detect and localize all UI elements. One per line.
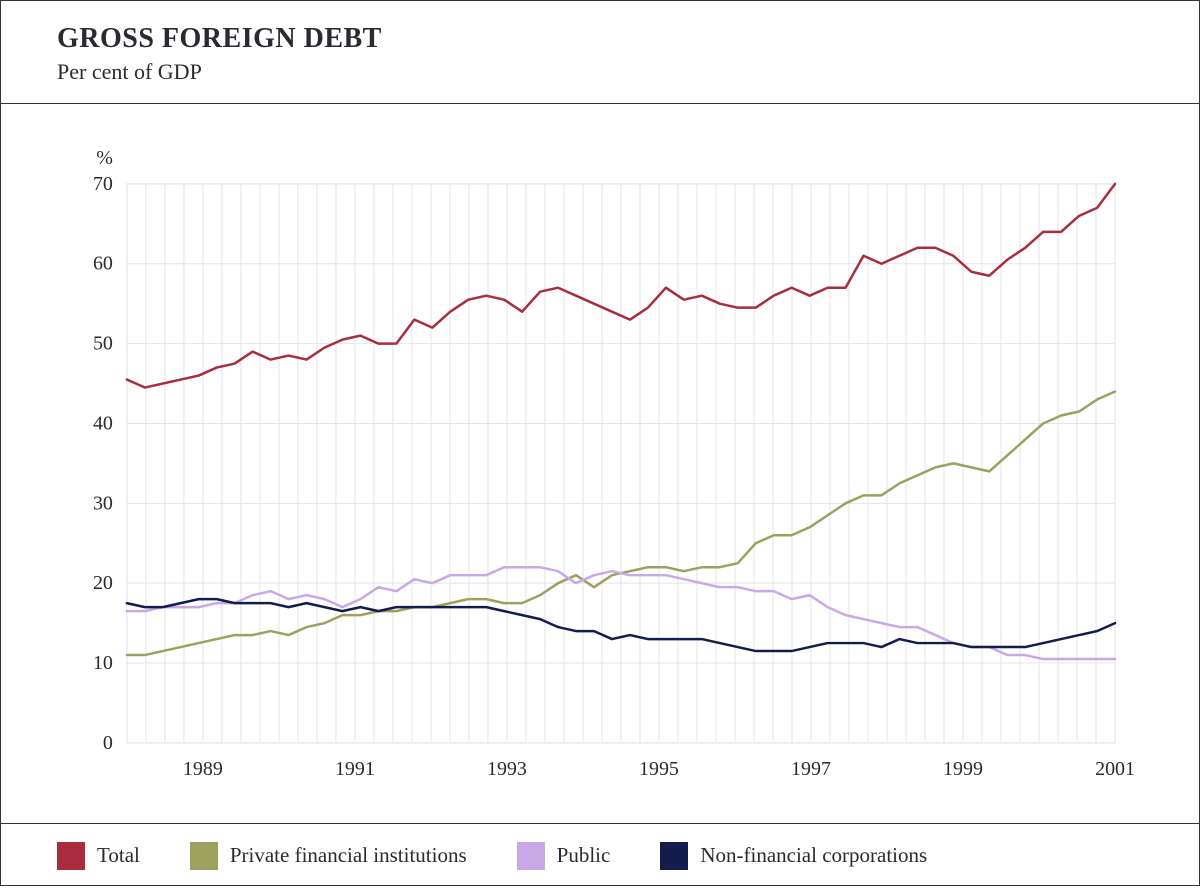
legend-item-total: Total: [57, 842, 140, 870]
legend-label: Public: [557, 843, 611, 868]
legend-label: Private financial institutions: [230, 843, 467, 868]
chart-title: GROSS FOREIGN DEBT: [57, 23, 1143, 55]
svg-text:1995: 1995: [639, 758, 679, 780]
svg-text:40: 40: [93, 412, 113, 434]
legend-swatch: [517, 842, 545, 870]
legend-swatch: [57, 842, 85, 870]
chart-body: 0 10 20 30 40 50 60 70% 1989 1991 1993 1995 1997 1999…: [1, 104, 1199, 823]
legend-swatch: [190, 842, 218, 870]
legend-label: Total: [97, 843, 140, 868]
legend-item-public: Public: [517, 842, 611, 870]
chart-frame: GROSS FOREIGN DEBT Per cent of GDP 0 10 20…: [0, 0, 1200, 886]
chart-subtitle: Per cent of GDP: [57, 59, 1143, 85]
svg-text:20: 20: [93, 572, 113, 594]
svg-text:30: 30: [93, 492, 113, 514]
svg-text:%: %: [96, 147, 113, 169]
svg-text:1991: 1991: [335, 758, 375, 780]
svg-text:70: 70: [93, 173, 113, 195]
svg-text:10: 10: [93, 652, 113, 674]
svg-text:50: 50: [93, 333, 113, 355]
chart-header: GROSS FOREIGN DEBT Per cent of GDP: [1, 1, 1199, 104]
legend-label: Non-financial corporations: [700, 843, 927, 868]
svg-text:1993: 1993: [487, 758, 527, 780]
legend-item-nonfinancial: Non-financial corporations: [660, 842, 927, 870]
line-chart-svg: 0 10 20 30 40 50 60 70% 1989 1991 1993 1995 1997 1999…: [57, 134, 1143, 813]
svg-text:1997: 1997: [791, 758, 831, 780]
svg-text:2001: 2001: [1095, 758, 1135, 780]
legend-item-private: Private financial institutions: [190, 842, 467, 870]
svg-text:60: 60: [93, 253, 113, 275]
legend-swatch: [660, 842, 688, 870]
svg-text:1999: 1999: [943, 758, 983, 780]
svg-text:0: 0: [103, 732, 113, 754]
svg-text:1989: 1989: [183, 758, 223, 780]
legend: Total Private financial institutions Pub…: [1, 823, 1199, 890]
